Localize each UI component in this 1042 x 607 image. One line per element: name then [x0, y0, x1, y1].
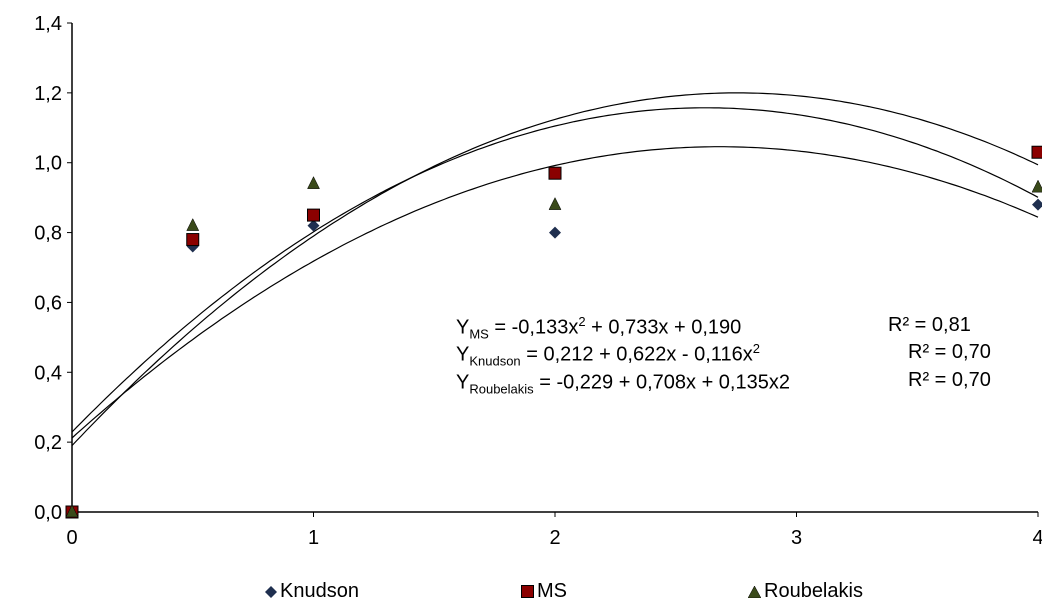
- legend-item-knudson: Knudson: [265, 580, 359, 603]
- equation-ms: YMS = -0,133x2 + 0,733x + 0,190: [456, 314, 741, 342]
- y-tick-label: 1,0: [34, 153, 62, 175]
- x-tick-label: 1: [308, 527, 319, 549]
- triangle-icon: [748, 585, 761, 598]
- equation-rhs: = -0,229 + 0,708x + 0,135x2: [533, 371, 790, 394]
- trendline-roubelakis: [71, 107, 1039, 433]
- point-roubelakis: [307, 176, 320, 189]
- x-tick-label: 0: [66, 527, 77, 549]
- legend-label: MS: [537, 580, 567, 602]
- x-tick-label: 4: [1032, 527, 1042, 549]
- equation-sub: Roubelakis: [469, 381, 534, 397]
- r2-roubelakis: R² = 0,70: [908, 369, 991, 392]
- legend-label: Knudson: [280, 580, 359, 602]
- x-tick-label: 3: [791, 527, 802, 549]
- trendlines: [71, 92, 1039, 447]
- legend-label: Roubelakis: [764, 580, 863, 602]
- trendline-ms: [71, 92, 1039, 447]
- point-ms: [1031, 145, 1042, 159]
- point-ms: [186, 233, 200, 247]
- legend-item-roubelakis: Roubelakis: [748, 580, 863, 603]
- square-icon: [521, 585, 534, 599]
- y-tick-label: 0,0: [34, 502, 62, 524]
- trendline-knudson: [71, 146, 1039, 439]
- point-roubelakis: [548, 197, 562, 210]
- equation-rhs: = 0,212 + 0,622x - 0,116x: [520, 343, 753, 366]
- r2-label: R² = 0,81: [888, 314, 971, 336]
- equation-rhs: = -0,133x: [488, 316, 579, 339]
- y-tick-label: 1,4: [34, 13, 62, 35]
- r2-label: R² = 0,70: [908, 341, 991, 363]
- y-tick-label: 0,4: [34, 362, 62, 384]
- r2-ms: R² = 0,81: [888, 314, 971, 337]
- equation-y: Y: [456, 343, 470, 366]
- equation-sub: Knudson: [469, 353, 521, 369]
- axes: 0,0 0,2 0,4 0,6 0,8 1,0 1,2 1,4 0 1 2 3 4: [34, 13, 1042, 549]
- r2-label: R² = 0,70: [908, 369, 991, 391]
- equation-y: Y: [456, 316, 470, 339]
- x-tick-label: 2: [549, 527, 560, 549]
- equation-sub: MS: [469, 326, 489, 342]
- legend-item-ms: MS: [521, 580, 567, 603]
- equation-sup: 2: [752, 341, 760, 356]
- point-knudson: [1032, 198, 1042, 211]
- diamond-icon: [265, 585, 277, 598]
- r2-knudson: R² = 0,70: [908, 341, 991, 364]
- point-roubelakis: [186, 218, 200, 231]
- equation-y: Y: [456, 371, 470, 394]
- point-ms: [307, 208, 320, 222]
- point-roubelakis: [65, 504, 79, 518]
- point-knudson: [307, 219, 320, 232]
- point-knudson: [549, 226, 561, 239]
- equation-knudson: YKnudson = 0,212 + 0,622x - 0,116x2: [456, 341, 760, 369]
- data-points: [65, 145, 1042, 519]
- point-roubelakis: [1031, 179, 1042, 193]
- y-tick-label: 0,6: [34, 292, 62, 314]
- equation-sup: 2: [578, 314, 586, 329]
- y-tick-label: 1,2: [34, 83, 62, 105]
- y-tick-label: 0,2: [34, 432, 62, 454]
- point-ms: [548, 166, 562, 180]
- equation-roubelakis: YRoubelakis = -0,229 + 0,708x + 0,135x2: [456, 369, 790, 397]
- y-tick-label: 0,8: [34, 223, 62, 245]
- equation-rhs: + 0,733x + 0,190: [585, 316, 742, 339]
